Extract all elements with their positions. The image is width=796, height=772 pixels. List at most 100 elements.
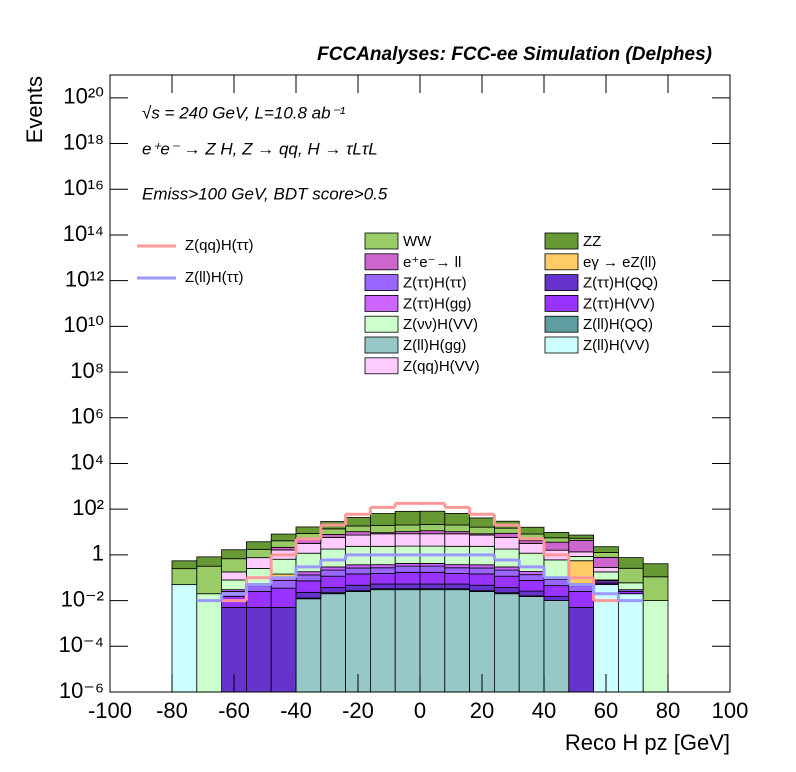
stack-bar	[493, 537, 520, 550]
stack-bar	[518, 580, 545, 592]
stack-bar	[543, 596, 570, 601]
x-tick-label: 0	[414, 698, 426, 723]
stack-bar	[245, 541, 272, 550]
x-tick-label: -60	[218, 698, 250, 723]
stack-bar	[345, 567, 371, 575]
stack-bar	[320, 537, 346, 550]
stack-bar	[568, 560, 594, 585]
stack-bar	[295, 526, 322, 534]
legend-label: Z(ll)H(gg)	[403, 337, 466, 354]
y-axis-label: Events	[22, 76, 47, 143]
legend-swatch	[544, 315, 579, 333]
stack-bar	[469, 526, 495, 535]
stack-bar	[369, 513, 396, 526]
stack-bar	[196, 565, 223, 595]
legend-swatch	[544, 336, 579, 354]
legend-swatch	[544, 253, 579, 271]
stack-bar	[320, 569, 346, 577]
y-tick-label: 10⁴	[70, 449, 104, 474]
stack-bar	[345, 534, 371, 547]
x-tick-label: 80	[656, 698, 680, 723]
y-tick-label: 10¹²	[65, 266, 104, 291]
stack-bar	[444, 513, 470, 526]
stack-bar	[543, 600, 570, 693]
stack-bar	[320, 587, 346, 594]
stack-bar	[419, 524, 446, 532]
stack-bar	[369, 567, 396, 574]
legend-label: eγ → eZ(ll)	[583, 254, 656, 271]
stack-bar	[295, 552, 322, 573]
stack-bar	[369, 564, 396, 569]
stack-bar	[394, 563, 421, 567]
stack-bar	[493, 593, 520, 693]
stack-bar	[518, 571, 545, 576]
x-tick-label: -40	[280, 698, 312, 723]
x-tick-label: -20	[342, 698, 374, 723]
y-tick-label: 10⁸	[70, 358, 104, 383]
stack-bar	[543, 541, 570, 551]
stack-bar	[543, 578, 570, 587]
stack-bar	[394, 565, 421, 573]
y-tick-label: 10⁻²	[61, 586, 104, 611]
stack-bar	[245, 585, 272, 592]
stack-bar	[369, 525, 396, 534]
stack-bar	[394, 510, 421, 526]
stack-bar	[295, 598, 322, 693]
legend-swatch	[364, 253, 399, 271]
stack-bar	[543, 559, 570, 578]
legend-label: Z(ττ)H(ττ)	[403, 275, 467, 292]
y-tick-label: 10¹⁰	[63, 312, 104, 337]
stack-bar	[345, 584, 371, 592]
stack-bar	[593, 546, 619, 553]
stack-bar	[245, 557, 272, 569]
stack-bar	[444, 567, 470, 574]
stack-bar	[320, 548, 346, 568]
stack-bar	[270, 587, 297, 608]
x-tick-label: 40	[532, 698, 556, 723]
annotation: √s = 240 GeV, L=10.8 ab⁻¹	[142, 103, 346, 122]
stack-bar	[419, 533, 446, 547]
stack-bar	[171, 560, 198, 570]
stack-bar	[345, 517, 371, 527]
stack-bar	[493, 575, 520, 589]
stack-bar	[270, 533, 297, 542]
stack-bar	[345, 573, 371, 586]
stack-bar	[568, 534, 594, 539]
legend-label: Z(ττ)H(gg)	[403, 295, 472, 312]
stack-bar	[593, 571, 619, 581]
stack-bar	[568, 591, 594, 608]
legend-swatch	[364, 315, 399, 333]
stack-bar	[444, 583, 470, 590]
legend-label: Z(ττ)H(QQ)	[583, 275, 658, 292]
stack-bar	[369, 583, 396, 590]
stack-bar	[469, 584, 495, 592]
y-tick-label: 10⁶	[70, 404, 104, 429]
legend-swatch	[364, 357, 399, 375]
stack-bar	[295, 580, 322, 593]
stack-bar	[493, 527, 520, 534]
x-axis-label: Reco H pz [GeV]	[565, 730, 730, 755]
stack-bar	[320, 593, 346, 693]
y-tick-label: 10⁻⁴	[58, 632, 104, 657]
stack-bar	[493, 566, 520, 571]
stack-bar	[642, 576, 669, 601]
stack-bar	[394, 583, 421, 590]
legend-label: ZZ	[583, 233, 601, 250]
stack-bar	[320, 575, 346, 589]
legend-label: Z(ll)H(QQ)	[583, 316, 653, 333]
stack-bar	[419, 583, 446, 590]
stack-bar	[369, 573, 396, 585]
stack-bar	[493, 548, 520, 568]
stack-bar	[469, 564, 495, 569]
stack-bar	[369, 589, 396, 693]
stack-bar	[518, 542, 545, 554]
stack-bar	[320, 534, 346, 538]
legend-swatch	[364, 336, 399, 354]
stack-bar	[345, 564, 371, 569]
legend-swatch	[364, 294, 399, 312]
stack-bar	[171, 584, 198, 693]
stack-bar	[444, 564, 470, 569]
stack-bar	[518, 540, 545, 544]
legend-label: e⁺e⁻→ ll	[403, 254, 461, 271]
